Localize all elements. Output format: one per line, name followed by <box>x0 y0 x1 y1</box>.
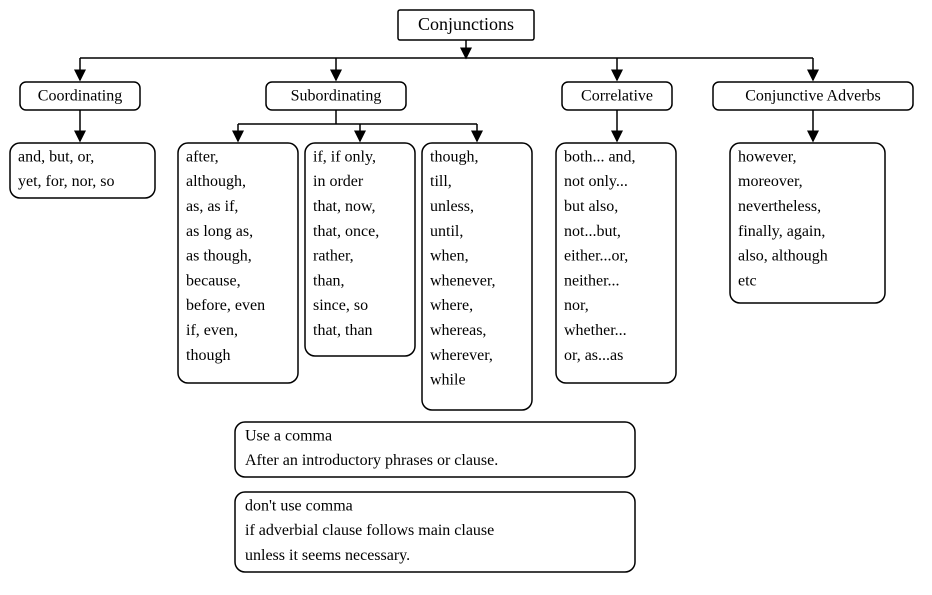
content-line-subordinating-0-6: before, even <box>186 297 265 314</box>
content-line-subordinating-2-9: while <box>430 372 466 389</box>
content-line-subordinating-2-7: whereas, <box>430 322 486 339</box>
content-line-subordinating-1-7: that, than <box>313 322 373 339</box>
content-line-subordinating-1-1: in order <box>313 173 364 190</box>
note-line-1-2: unless it seems necessary. <box>245 547 410 564</box>
content-line-subordinating-0-5: because, <box>186 272 241 289</box>
content-line-subordinating-0-1: although, <box>186 173 246 190</box>
category-label-conjunctive-adverbs: Conjunctive Adverbs <box>745 88 881 105</box>
content-line-correlative-0-3: not...but, <box>564 223 621 240</box>
content-line-correlative-0-5: neither... <box>564 272 620 289</box>
content-line-conjunctive-adverbs-0-1: moreover, <box>738 173 803 190</box>
content-line-conjunctive-adverbs-0-2: nevertheless, <box>738 198 821 215</box>
category-label-coordinating: Coordinating <box>38 88 122 105</box>
content-line-subordinating-1-0: if, if only, <box>313 148 376 165</box>
category-label-subordinating: Subordinating <box>291 88 382 105</box>
content-line-conjunctive-adverbs-0-4: also, although <box>738 248 828 265</box>
content-line-subordinating-0-8: though <box>186 347 230 364</box>
root-label: Conjunctions <box>418 14 514 34</box>
note-line-1-0: don't use comma <box>245 497 353 514</box>
content-line-correlative-0-8: or, as...as <box>564 347 623 364</box>
content-line-correlative-0-6: nor, <box>564 297 589 314</box>
content-line-subordinating-2-2: unless, <box>430 198 474 215</box>
content-line-subordinating-0-2: as, as if, <box>186 198 238 215</box>
content-line-conjunctive-adverbs-0-0: however, <box>738 148 796 165</box>
content-line-subordinating-1-5: than, <box>313 272 345 289</box>
content-line-subordinating-2-8: wherever, <box>430 347 493 364</box>
content-line-correlative-0-1: not only... <box>564 173 628 190</box>
content-line-subordinating-2-5: whenever, <box>430 272 496 289</box>
content-line-subordinating-0-0: after, <box>186 148 219 165</box>
note-line-0-0: Use a comma <box>245 427 332 444</box>
content-line-coordinating-0-0: and, but, or, <box>18 148 94 165</box>
conjunctions-diagram: Conjunctions Coordinating and, but, or, yet… <box>0 0 932 595</box>
content-line-subordinating-0-4: as though, <box>186 248 252 265</box>
content-line-coordinating-0-1: yet, for, nor, so <box>18 173 114 190</box>
content-line-subordinating-2-6: where, <box>430 297 473 314</box>
content-line-subordinating-1-2: that, now, <box>313 198 376 215</box>
content-line-subordinating-0-7: if, even, <box>186 322 238 339</box>
content-line-conjunctive-adverbs-0-5: etc <box>738 272 757 289</box>
content-line-conjunctive-adverbs-0-3: finally, again, <box>738 223 825 240</box>
content-line-subordinating-2-1: till, <box>430 173 452 190</box>
note-line-0-1: After an introductory phrases or clause. <box>245 452 498 469</box>
content-line-subordinating-2-3: until, <box>430 223 463 240</box>
category-label-correlative: Correlative <box>581 88 653 105</box>
content-line-subordinating-1-3: that, once, <box>313 223 379 240</box>
content-line-correlative-0-7: whether... <box>564 322 627 339</box>
content-line-subordinating-2-4: when, <box>430 248 469 265</box>
content-line-correlative-0-2: but also, <box>564 198 618 215</box>
content-line-subordinating-0-3: as long as, <box>186 223 253 240</box>
content-line-subordinating-1-4: rather, <box>313 248 354 265</box>
content-line-correlative-0-4: either...or, <box>564 248 628 265</box>
content-line-subordinating-2-0: though, <box>430 148 478 165</box>
content-line-subordinating-1-6: since, so <box>313 297 368 314</box>
note-line-1-1: if adverbial clause follows main clause <box>245 522 494 539</box>
content-line-correlative-0-0: both... and, <box>564 148 636 165</box>
